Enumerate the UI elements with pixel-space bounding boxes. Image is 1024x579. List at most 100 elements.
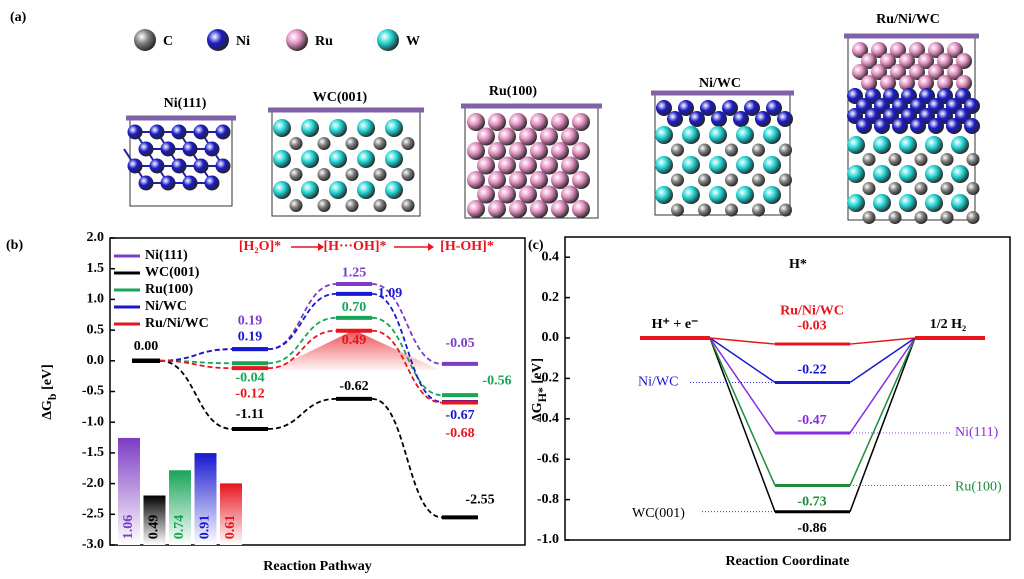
atom — [956, 53, 972, 69]
y-axis-label-part: [eV] — [530, 358, 545, 387]
inset-bar — [169, 470, 191, 545]
atom — [317, 137, 331, 150]
atom — [766, 100, 782, 116]
atom — [709, 156, 727, 174]
chart-title: H* — [789, 257, 807, 272]
pathway-connector — [159, 359, 233, 430]
x-axis-label: Reaction Pathway — [263, 559, 372, 574]
value-label: -0.73 — [797, 495, 826, 510]
atom — [779, 143, 792, 157]
structure-label: Ru(100) — [489, 84, 538, 99]
atom — [951, 165, 969, 183]
atom — [519, 156, 537, 175]
atom — [160, 141, 176, 157]
atom — [711, 111, 727, 127]
atom — [847, 194, 865, 212]
structure-label: Ni/WC — [699, 76, 741, 91]
atom-legend-label: Ni — [236, 34, 250, 49]
atom — [937, 75, 953, 91]
pathway-connector — [849, 337, 916, 486]
atom — [873, 165, 891, 183]
panel-label: (c) — [528, 238, 544, 253]
atom — [329, 181, 347, 199]
atom — [572, 142, 590, 160]
atom — [947, 42, 963, 58]
atom — [966, 211, 980, 224]
pathway-connector — [849, 337, 916, 434]
atom — [861, 75, 877, 91]
value-label: -0.22 — [797, 363, 826, 378]
value-label: -0.47 — [797, 413, 826, 428]
y-tick-label: -2.0 — [82, 476, 104, 491]
atom-legend-label: Ru — [315, 34, 333, 49]
pathway-connector — [709, 337, 776, 384]
atom — [698, 203, 711, 217]
atom — [888, 182, 902, 195]
atom — [655, 126, 673, 144]
value-label: -0.62 — [339, 379, 368, 394]
atom — [852, 42, 868, 58]
atom — [763, 186, 781, 204]
atom — [899, 194, 917, 212]
step-label: [H₂O]* — [239, 239, 281, 254]
atom — [752, 203, 765, 217]
pathway-connector — [849, 337, 916, 512]
atom — [763, 156, 781, 174]
value-label: 0.00 — [134, 339, 159, 354]
atom — [689, 111, 705, 127]
x-axis-label: Reaction Coordinate — [725, 554, 849, 569]
atom — [519, 185, 537, 204]
pathway-connector — [159, 359, 233, 370]
inset-bar — [220, 483, 242, 545]
atom — [540, 156, 558, 175]
y-tick-label: 0.4 — [542, 249, 560, 264]
pathway-connector — [267, 316, 337, 365]
atom — [530, 113, 548, 131]
y-tick-label: -3.0 — [82, 537, 104, 552]
value-label: -0.05 — [445, 336, 474, 351]
atom — [171, 158, 187, 174]
value-label: -1.11 — [236, 407, 264, 422]
atom — [551, 200, 569, 218]
atom — [852, 64, 868, 80]
atom — [273, 119, 291, 137]
atom — [345, 199, 359, 212]
y-tick-label: -0.6 — [537, 451, 559, 466]
atom — [862, 182, 876, 195]
atom — [561, 127, 579, 146]
pathway-connector — [371, 316, 443, 397]
atom — [755, 111, 771, 127]
atom — [925, 165, 943, 183]
atom — [899, 53, 915, 69]
structure-label: WC(001) — [313, 90, 368, 105]
atom — [874, 118, 890, 134]
atom — [871, 42, 887, 58]
value-label: 0.19 — [238, 329, 263, 344]
pathway-connector — [849, 337, 916, 384]
panel-label: (b) — [6, 238, 23, 253]
atom — [928, 64, 944, 80]
atom — [160, 175, 176, 191]
atom — [561, 185, 579, 204]
atom — [467, 113, 485, 131]
atom — [572, 113, 590, 131]
pathway-connector — [371, 397, 443, 519]
legend-label: WC(001) — [145, 265, 200, 280]
value-label: 0.49 — [342, 333, 367, 348]
inset-bar — [194, 453, 217, 545]
series-label: Ni/WC — [638, 375, 678, 390]
inset-bar — [118, 437, 140, 545]
atom — [345, 137, 359, 150]
atom — [928, 118, 944, 134]
y-tick-label: 2.0 — [87, 230, 105, 245]
value-label: 0.19 — [238, 313, 263, 328]
y-axis-label-part: b — [45, 393, 59, 400]
atom — [301, 181, 319, 199]
atom — [925, 136, 943, 154]
y-tick-label: -1.0 — [82, 414, 104, 429]
atom — [946, 118, 962, 134]
atom — [317, 199, 331, 212]
atom — [779, 173, 792, 187]
y-axis-label-part: ΔG — [530, 402, 545, 422]
